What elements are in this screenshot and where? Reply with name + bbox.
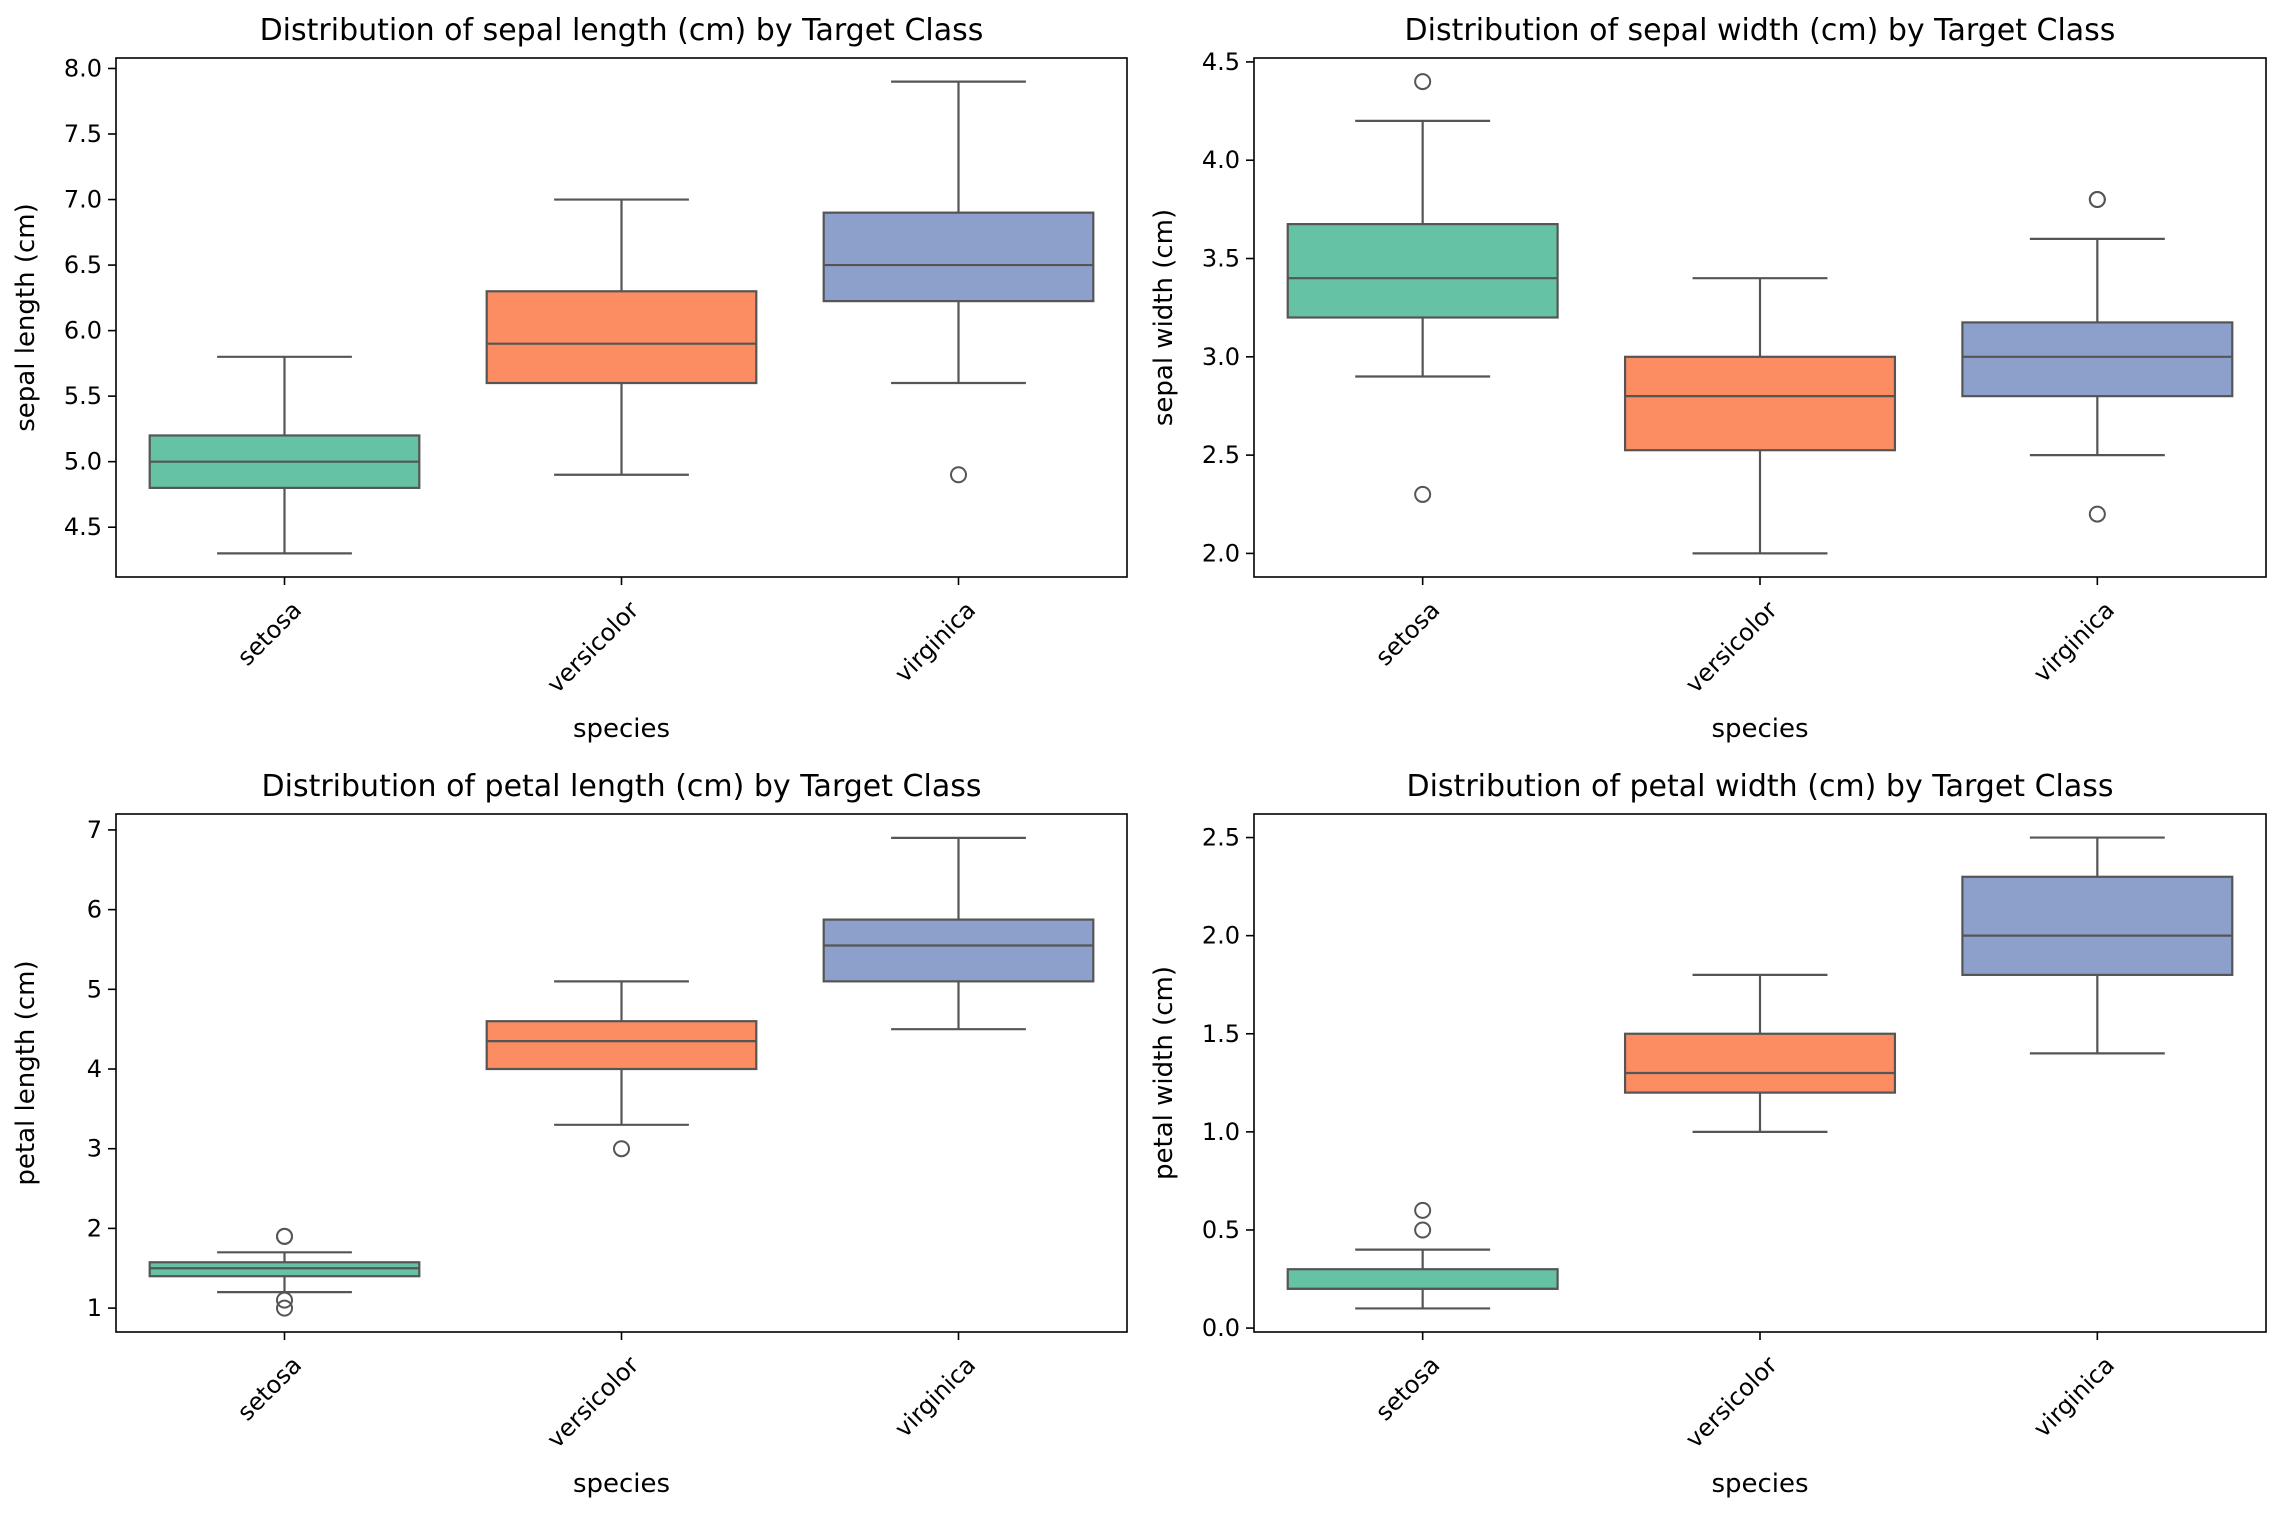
y-axis-label: petal length (cm) [11,960,41,1185]
outlier-point [1414,1221,1432,1239]
outlier-point [2088,505,2106,523]
box-body [1286,1268,1559,1290]
y-tick-label: 4.5 [64,513,102,541]
chart-title: Distribution of petal width (cm) by Targ… [1406,769,2113,804]
x-tick-label-setosa: setosa [1370,596,1445,671]
y-tick-label: 5.0 [64,448,102,476]
box-virginica [1961,191,2234,523]
box-versicolor [485,980,758,1158]
box-body [1286,223,1559,319]
box-setosa [148,1227,421,1317]
box-body [822,918,1095,983]
y-tick-label: 3.0 [1202,343,1240,371]
chart-title: Distribution of petal length (cm) by Tar… [262,769,982,804]
y-axis-label: sepal width (cm) [1149,209,1179,426]
x-tick-label-setosa: setosa [1370,1351,1445,1426]
y-tick-label: 2.5 [1202,824,1240,852]
y-tick-label: 2 [87,1214,102,1242]
outlier-point [1414,73,1432,91]
x-tick-label-virginica: virginica [2028,596,2120,688]
y-tick-label: 0.0 [1202,1314,1240,1342]
x-tick-label-versicolor: versicolor [1680,596,1783,699]
outlier-point [1414,1201,1432,1219]
box-body [822,211,1095,303]
outlier-point [276,1227,293,1245]
subplot-3: Distribution of petal length (cm) by Tar… [11,769,1128,1499]
box-body [1961,321,2234,398]
box-virginica [1961,836,2234,1055]
box-body [485,290,758,385]
y-tick-label: 8.0 [64,54,102,82]
outlier-point [950,466,967,484]
x-tick-label-virginica: virginica [889,1351,981,1443]
y-tick-label: 6 [87,896,102,924]
x-tick-label-virginica: virginica [2028,1351,2120,1443]
x-axis-label: species [1711,1469,1808,1499]
y-axis-label: petal width (cm) [1149,966,1179,1180]
x-tick-label-versicolor: versicolor [542,596,645,699]
y-tick-label: 1 [87,1294,102,1322]
y-tick-label: 3 [87,1135,102,1163]
outlier-point [613,1140,630,1158]
y-tick-label: 7.0 [64,186,102,214]
y-tick-label: 4 [87,1055,102,1083]
chart-title: Distribution of sepal length (cm) by Tar… [260,13,984,48]
box-setosa [1286,73,1559,503]
box-body [1623,355,1897,452]
y-tick-label: 5.5 [64,382,102,410]
subplot-4: Distribution of petal width (cm) by Targ… [1149,769,2267,1499]
y-tick-label: 2.5 [1202,441,1240,469]
x-axis-label: species [1711,714,1808,744]
y-tick-label: 0.5 [1202,1216,1240,1244]
y-tick-label: 2.0 [1202,922,1240,950]
outlier-point [1414,485,1432,503]
y-tick-label: 1.0 [1202,1118,1240,1146]
x-tick-label-versicolor: versicolor [1680,1351,1783,1454]
box-versicolor [1623,973,1897,1133]
box-body [1961,875,2234,976]
x-tick-label-setosa: setosa [232,1351,307,1426]
subplot-1: Distribution of sepal length (cm) by Tar… [11,13,1128,744]
y-tick-label: 4.5 [1202,48,1240,76]
y-tick-label: 1.5 [1202,1020,1240,1048]
subplot-2: Distribution of sepal width (cm) by Targ… [1149,13,2267,744]
box-body [485,1020,758,1071]
x-axis-label: species [573,1469,670,1499]
box-setosa [148,355,421,555]
x-tick-label-virginica: virginica [889,596,981,688]
box-versicolor [485,198,758,476]
y-tick-label: 6.5 [64,251,102,279]
box-virginica [822,80,1095,484]
y-tick-label: 4.0 [1202,146,1240,174]
box-body [1623,1032,1897,1094]
outlier-point [2088,191,2106,209]
y-tick-label: 2.0 [1202,539,1240,567]
y-tick-label: 3.5 [1202,245,1240,273]
y-tick-label: 6.0 [64,317,102,345]
box-setosa [1286,1201,1559,1310]
x-tick-label-versicolor: versicolor [542,1351,645,1454]
outlier-point [276,1291,293,1309]
y-tick-label: 7.5 [64,120,102,148]
outlier-point [276,1299,293,1317]
chart-title: Distribution of sepal width (cm) by Targ… [1405,13,2116,48]
y-tick-label: 7 [87,816,102,844]
box-virginica [822,836,1095,1031]
y-tick-label: 5 [87,975,102,1003]
x-tick-label-setosa: setosa [232,596,307,671]
box-versicolor [1623,277,1897,555]
y-axis-label: sepal length (cm) [11,203,41,432]
x-axis-label: species [573,714,670,744]
